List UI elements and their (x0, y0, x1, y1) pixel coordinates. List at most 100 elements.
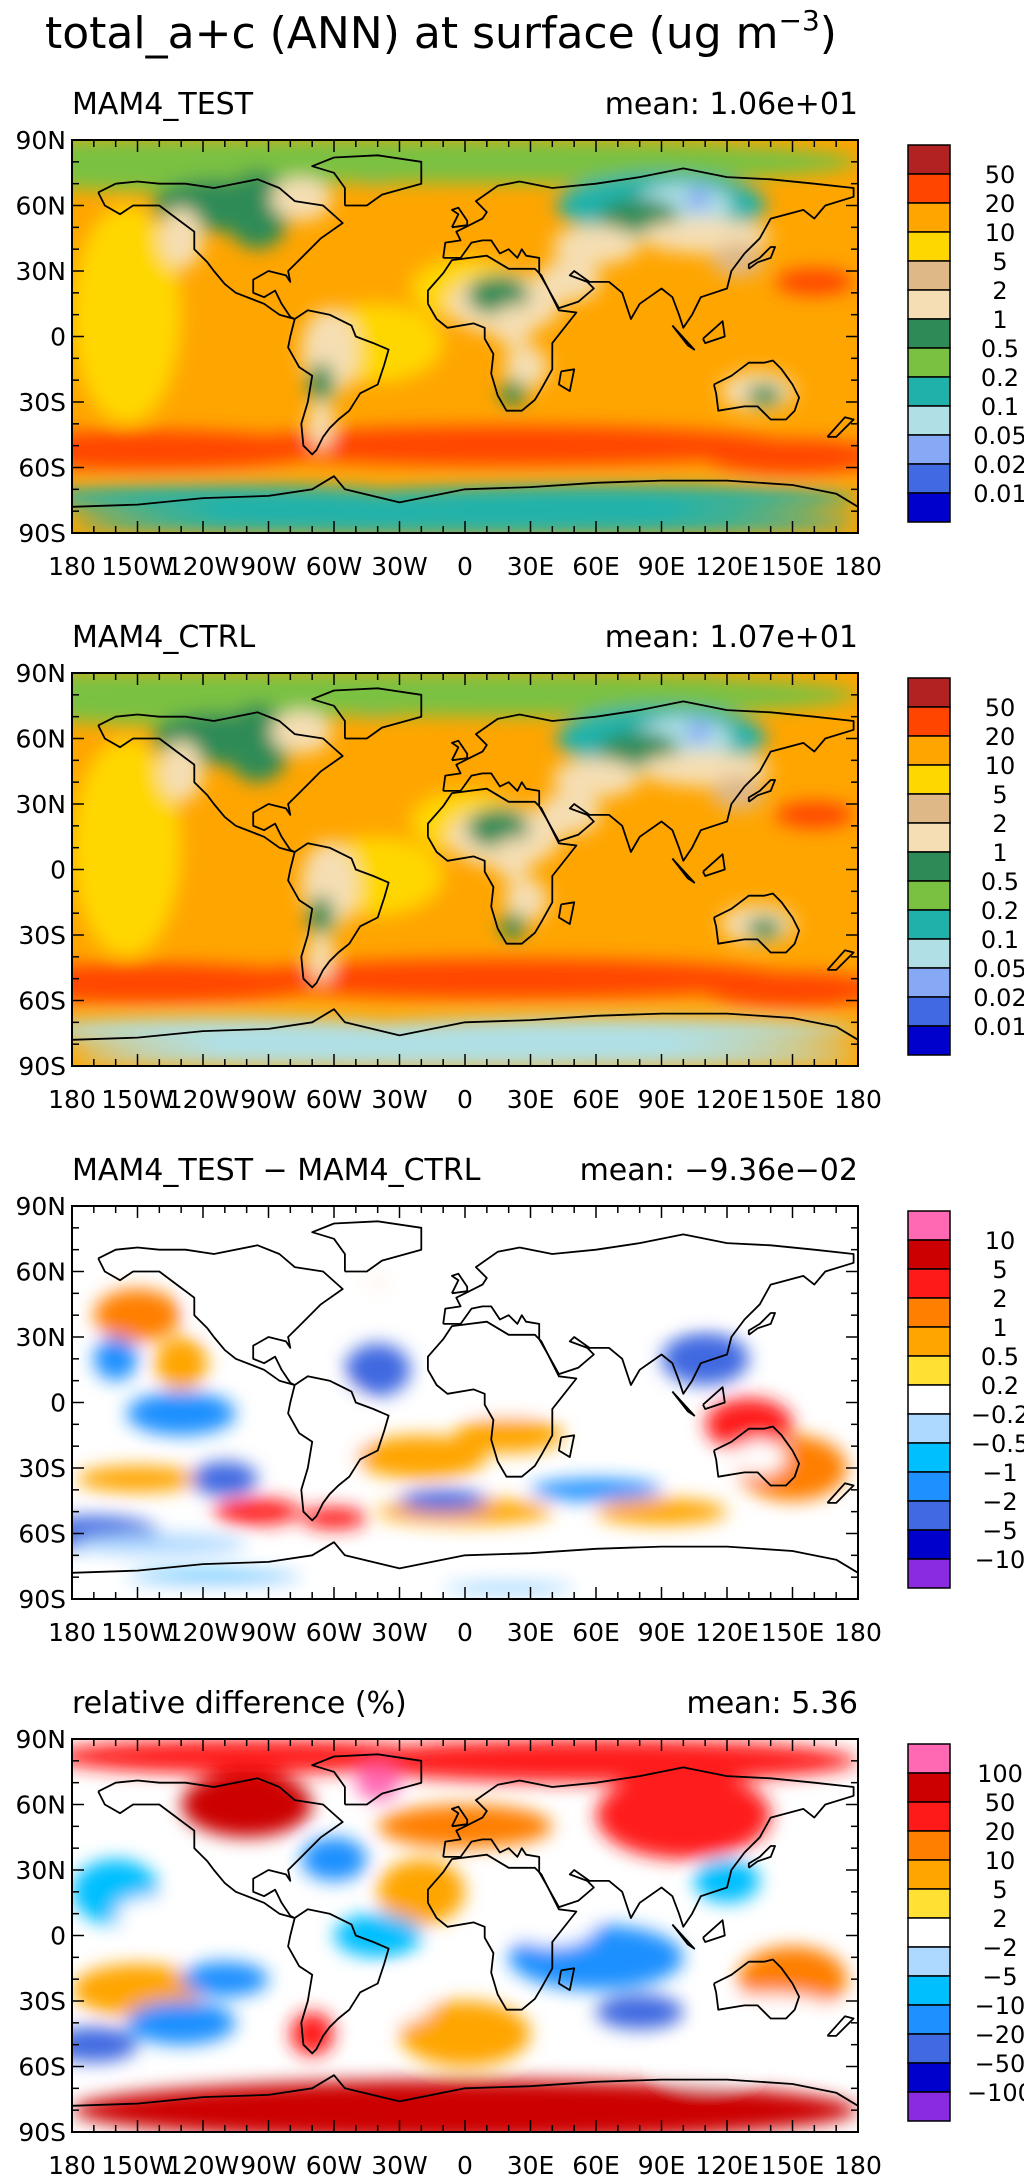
y-tick-label: 60S (18, 454, 66, 483)
x-tick-label: 90W (240, 1085, 297, 1114)
contour-region (76, 1465, 199, 1493)
colorbar-label: 0.02 (973, 451, 1024, 479)
y-tick-label: 0 (50, 1922, 66, 1951)
y-tick-label: 30N (15, 1856, 66, 1885)
colorbar-label: 20 (985, 1818, 1016, 1846)
coastline (671, 324, 696, 351)
colorbar-box (907, 793, 951, 824)
contour-region (334, 484, 858, 512)
contour-region (307, 362, 334, 407)
y-tick-label: 30S (18, 921, 66, 950)
colorbar-box (907, 1355, 951, 1386)
colorbar-box (907, 289, 951, 320)
x-tick-label: 180 (834, 552, 882, 581)
coastline (72, 1008, 858, 1041)
colorbar-box (907, 347, 951, 378)
coastline (451, 1805, 469, 1828)
coastlines (72, 154, 858, 508)
coastline (747, 1845, 776, 1869)
colorbar-box (907, 1946, 951, 1977)
contour-region (181, 1961, 269, 1997)
coastline (747, 246, 776, 270)
y-tick-label: 60N (15, 192, 66, 221)
contour-region (746, 384, 782, 407)
colorbar-label: 5 (992, 248, 1007, 276)
colorbar-box (907, 1558, 951, 1589)
colorbar-box (907, 1888, 951, 1919)
coastlines (72, 1753, 858, 2107)
contour-region (685, 721, 712, 743)
coastline (311, 1220, 423, 1273)
contour-region (530, 1478, 662, 1501)
contour-region (746, 917, 782, 940)
contour-region (493, 303, 533, 348)
panel-mean: mean: 5.36 (686, 1686, 858, 1721)
x-tick-label: 180 (834, 1618, 882, 1647)
contour-region (213, 1498, 302, 1525)
colorbar-label: 0.1 (981, 926, 1019, 954)
colorbar-label: −0.2 (971, 1401, 1024, 1429)
contour-region (775, 801, 854, 829)
colorbar-label: −5 (982, 1963, 1017, 1991)
y-tick-label: 0 (50, 1389, 66, 1418)
x-tick-label: 150W (101, 2151, 173, 2175)
colorbar-label: −5 (982, 1517, 1017, 1545)
colorbar-box (907, 1500, 951, 1531)
contour-region (72, 1017, 422, 1045)
coastlines (72, 687, 858, 1041)
contour-region (685, 188, 712, 210)
colorbar-label: −2 (982, 1934, 1017, 1962)
x-tick-label: 90W (240, 1618, 297, 1647)
colorbar-box (907, 1471, 951, 1502)
colorbar-label: 2 (992, 810, 1007, 838)
contour-region (93, 1337, 138, 1381)
x-tick-label: 30W (371, 1085, 428, 1114)
coastline (427, 787, 578, 945)
contour-region (270, 710, 332, 754)
panel-4: relative difference (%) mean: 5.36 90N 60N 3… (15, 1686, 1024, 2175)
y-tick-label: 90N (15, 1192, 66, 1221)
coastline (702, 1386, 726, 1410)
colorbar-label: 1 (992, 839, 1007, 867)
colorbar-label: 0.2 (981, 1372, 1019, 1400)
colorbar-box (907, 1859, 951, 1890)
colorbar-box (907, 463, 951, 494)
x-tick-label: 90E (638, 552, 686, 581)
colorbar-label: −0.5 (971, 1430, 1024, 1458)
contour-region (366, 1979, 433, 2023)
colorbar-box (907, 735, 951, 766)
x-tick-label: 30W (371, 1618, 428, 1647)
x-tick-label: 90W (240, 2151, 297, 2175)
contour-region (224, 959, 793, 999)
colorbar-box (907, 938, 951, 969)
x-tick-label: 30W (371, 552, 428, 581)
contour-region (159, 207, 204, 269)
contour-region (334, 1017, 858, 1045)
x-tick-label: 150E (761, 1085, 825, 1114)
colorbar-label: 20 (985, 190, 1016, 218)
colorbar-label: 50 (985, 161, 1016, 189)
contour-region (355, 1765, 400, 1801)
colorbar-label: −2 (982, 1488, 1017, 1516)
y-tick-label: 90N (15, 126, 66, 155)
y-tick-label: 90S (18, 2118, 66, 2147)
colorbar-label: 0.2 (981, 897, 1019, 925)
x-tick-label: 0 (457, 2151, 473, 2175)
coastline (451, 1272, 469, 1295)
x-tick-label: 90E (638, 1085, 686, 1114)
x-tick-label: 120E (695, 1618, 759, 1647)
colorbar-label: 2 (992, 277, 1007, 305)
map-field (72, 140, 858, 533)
coastline (702, 320, 726, 344)
colorbar-box (907, 231, 951, 262)
contour-region (126, 1391, 236, 1436)
y-tick-label: 30S (18, 1454, 66, 1483)
contour-region (705, 439, 858, 475)
x-tick-label: 120E (695, 2151, 759, 2175)
contour-region (539, 790, 601, 835)
colorbar-box (907, 764, 951, 795)
y-tick-label: 30S (18, 388, 66, 417)
colorbar-box (907, 1529, 951, 1560)
